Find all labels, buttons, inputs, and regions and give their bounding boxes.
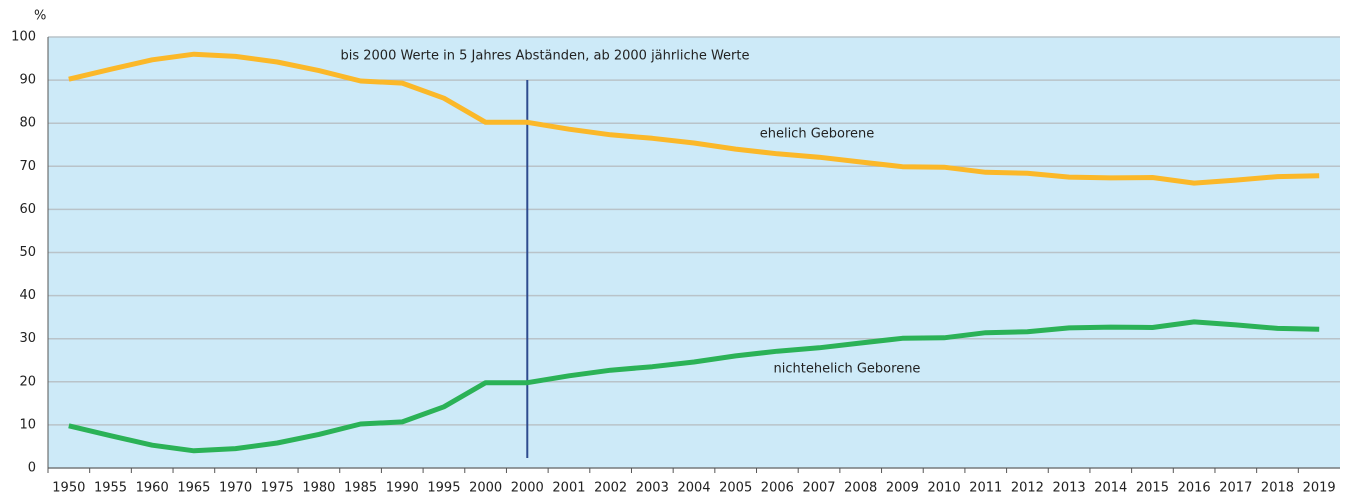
- x-tick-label: 2003: [636, 481, 669, 496]
- y-tick-label: 0: [28, 461, 36, 476]
- x-tick-label: 2013: [1053, 481, 1086, 496]
- x-tick-label: 2019: [1303, 481, 1336, 496]
- series-line: [68, 319, 1320, 454]
- y-tick-label: 10: [19, 417, 36, 432]
- x-tick-label: 2017: [1219, 481, 1252, 496]
- series-line: [68, 51, 1320, 186]
- y-tick-label: 90: [19, 73, 36, 88]
- x-tick-label: 2005: [719, 481, 752, 496]
- y-tick-label: 80: [19, 116, 36, 131]
- y-axis-label: %: [34, 9, 46, 24]
- series-label: nichtehelich Geborene: [774, 362, 921, 377]
- x-tick-label: 1985: [344, 481, 377, 496]
- x-tick-label: 1995: [427, 481, 460, 496]
- x-tick-label: 1955: [94, 481, 127, 496]
- x-tick-label: 2012: [1011, 481, 1044, 496]
- x-tick-label: 2000: [511, 481, 544, 496]
- x-tick-label: 2010: [928, 481, 961, 496]
- x-tick-label: 2006: [761, 481, 794, 496]
- series-label: ehelich Geborene: [760, 127, 875, 142]
- annotation: bis 2000 Werte in 5 Jahres Abständen, ab…: [340, 49, 749, 64]
- x-tick-label: 1980: [302, 481, 335, 496]
- x-tick-label: 2018: [1261, 481, 1294, 496]
- y-tick-label: 30: [19, 331, 36, 346]
- x-tick-label: 1965: [177, 481, 210, 496]
- y-tick-label: 60: [19, 202, 36, 217]
- x-tick-label: 2015: [1136, 481, 1169, 496]
- x-tick-label: 2016: [1178, 481, 1211, 496]
- y-tick-label: 40: [19, 288, 36, 303]
- x-tick-label: 2001: [552, 481, 585, 496]
- x-tick-label: 1990: [386, 481, 419, 496]
- y-tick-label: 100: [11, 30, 36, 45]
- y-tick-label: 50: [19, 245, 36, 260]
- x-tick-label: 2002: [594, 481, 627, 496]
- x-tick-label: 2000: [469, 481, 502, 496]
- x-tick-label: 2008: [844, 481, 877, 496]
- x-tick-label: 2011: [969, 481, 1002, 496]
- y-tick-label: 20: [19, 374, 36, 389]
- x-tick-label: 2007: [802, 481, 835, 496]
- x-tick-label: 1970: [219, 481, 252, 496]
- x-tick-label: 2004: [677, 481, 710, 496]
- x-tick-label: 2009: [886, 481, 919, 496]
- y-tick-label: 70: [19, 159, 36, 174]
- x-tick-label: 1950: [52, 481, 85, 496]
- x-tick-label: 1960: [136, 481, 169, 496]
- x-tick-label: 2014: [1094, 481, 1127, 496]
- x-tick-label: 1975: [261, 481, 294, 496]
